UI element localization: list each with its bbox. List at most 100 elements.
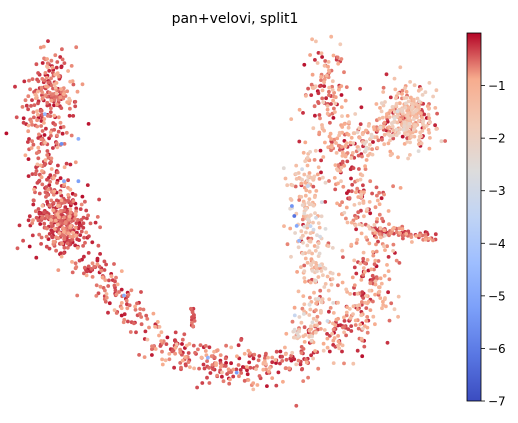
data-point [345, 305, 349, 309]
data-point [55, 222, 60, 227]
data-point [345, 151, 350, 155]
data-point [327, 179, 331, 183]
data-point [39, 242, 43, 246]
colorbar-tick-label: −7 [488, 395, 506, 409]
data-point [43, 71, 48, 75]
data-point [378, 125, 383, 130]
data-point [86, 213, 90, 218]
data-point [303, 140, 308, 145]
data-point [327, 309, 331, 314]
data-point [334, 151, 339, 155]
data-point [304, 206, 308, 211]
data-point [307, 189, 312, 194]
data-point [26, 94, 31, 99]
data-point [180, 337, 185, 342]
data-point [93, 220, 98, 225]
data-point [356, 153, 361, 158]
data-point [313, 248, 318, 253]
data-point [137, 353, 142, 357]
data-point [343, 153, 348, 158]
data-point [57, 231, 62, 236]
data-point [76, 179, 81, 184]
data-point [392, 76, 397, 81]
data-point [69, 223, 73, 228]
data-point [405, 109, 410, 113]
data-point [231, 374, 236, 379]
data-point [211, 367, 215, 371]
data-point [201, 362, 206, 367]
data-point [106, 310, 110, 315]
data-point [199, 355, 204, 360]
data-point [304, 188, 309, 193]
data-point [411, 127, 416, 132]
data-point [418, 130, 423, 135]
data-point [349, 242, 354, 247]
data-point [305, 163, 310, 168]
data-point [119, 269, 124, 273]
data-point [61, 96, 66, 101]
data-point [55, 170, 60, 175]
data-point [297, 139, 302, 144]
data-point [50, 65, 55, 70]
data-point [38, 45, 43, 50]
data-point [378, 226, 383, 231]
data-point [340, 200, 344, 205]
data-point [229, 345, 234, 350]
data-point [338, 203, 342, 208]
data-point [334, 141, 338, 145]
data-point [377, 212, 382, 217]
data-point [290, 350, 295, 355]
data-point [341, 184, 346, 189]
data-point [394, 258, 399, 263]
data-point [285, 183, 290, 188]
data-point [360, 132, 365, 137]
data-point [51, 208, 56, 213]
data-point [323, 227, 328, 231]
data-point [331, 116, 336, 120]
data-point [360, 290, 365, 295]
data-point [307, 328, 312, 333]
data-point [236, 363, 241, 367]
data-point [78, 207, 83, 212]
data-point [383, 233, 387, 238]
data-point [305, 260, 310, 265]
data-point [325, 107, 330, 112]
data-point [422, 112, 427, 117]
data-point [234, 367, 239, 372]
data-point [203, 344, 208, 348]
data-point [229, 370, 234, 374]
data-point [153, 324, 158, 329]
data-point [323, 200, 328, 204]
data-point [323, 59, 328, 63]
data-point [32, 187, 36, 192]
data-point [295, 331, 299, 335]
data-point [245, 368, 249, 373]
data-point [302, 340, 307, 344]
data-point [36, 145, 41, 150]
data-point [126, 319, 130, 324]
data-point [317, 130, 322, 135]
data-point [316, 275, 321, 279]
data-point [378, 296, 383, 300]
data-point [374, 185, 379, 190]
data-point [50, 224, 54, 229]
data-point [377, 289, 382, 294]
data-point [173, 330, 178, 335]
data-point [150, 347, 154, 351]
data-point [349, 176, 353, 181]
data-point [415, 96, 420, 101]
data-point [322, 285, 327, 289]
data-point [143, 329, 148, 334]
data-point [342, 319, 347, 323]
data-point [347, 196, 352, 200]
data-point [330, 331, 334, 336]
data-point [94, 283, 99, 288]
data-point [424, 124, 429, 128]
data-point [299, 195, 304, 199]
data-point [370, 147, 374, 152]
data-point [417, 134, 422, 139]
data-point [371, 228, 375, 233]
data-point [62, 237, 67, 242]
data-point [102, 268, 107, 272]
data-point [302, 312, 306, 316]
